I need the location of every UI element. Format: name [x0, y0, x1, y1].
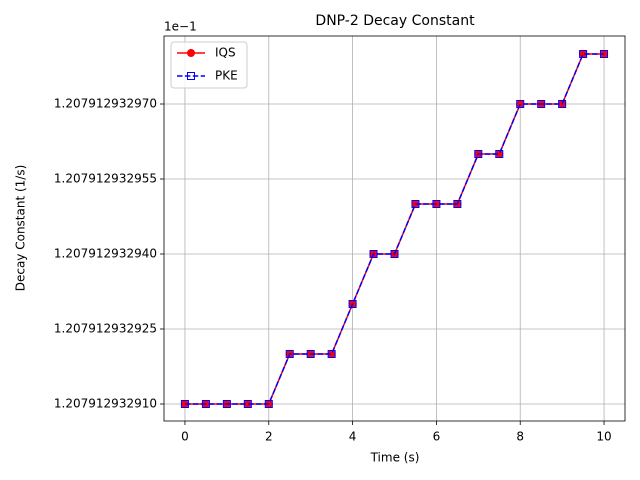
x-tick-label: 6 [433, 430, 441, 444]
y-tick-label: 1.207912932940 [54, 247, 157, 261]
marker [285, 350, 294, 359]
marker [306, 350, 315, 359]
marker [201, 400, 210, 409]
y-offset-label: 1e−1 [164, 20, 197, 34]
legend-label: PKE [215, 69, 238, 83]
series-line [184, 53, 605, 405]
marker [348, 300, 357, 309]
marker [180, 400, 189, 409]
marker [474, 150, 483, 159]
legend-marker [187, 49, 195, 57]
x-tick-label: 10 [596, 430, 611, 444]
marker [411, 200, 420, 209]
marker [243, 400, 252, 409]
marker [579, 50, 588, 59]
marker [432, 200, 441, 209]
marker [516, 100, 525, 109]
marker [558, 100, 567, 109]
marker [222, 400, 231, 409]
x-tick-label: 2 [265, 430, 273, 444]
marker [537, 100, 546, 109]
legend-marker [187, 72, 195, 80]
plot-frame [163, 35, 626, 422]
y-tick-label: 1.207912932925 [54, 322, 157, 336]
y-tick-label: 1.207912932970 [54, 97, 157, 111]
x-tick-label: 0 [181, 430, 189, 444]
marker [390, 250, 399, 259]
x-tick-label: 8 [516, 430, 524, 444]
marker [453, 200, 462, 209]
y-axis-label: Decay Constant (1/s) [14, 165, 28, 292]
marker [369, 250, 378, 259]
marker [495, 150, 504, 159]
marker [264, 400, 273, 409]
y-tick-label: 1.207912932955 [54, 172, 157, 186]
y-tick-label: 1.207912932910 [54, 397, 157, 411]
x-axis-label: Time (s) [370, 451, 420, 465]
x-tick-label: 4 [349, 430, 357, 444]
chart-title: DNP-2 Decay Constant [315, 13, 475, 29]
marker [327, 350, 336, 359]
legend-label: IQS [215, 46, 236, 60]
marker [600, 50, 609, 59]
